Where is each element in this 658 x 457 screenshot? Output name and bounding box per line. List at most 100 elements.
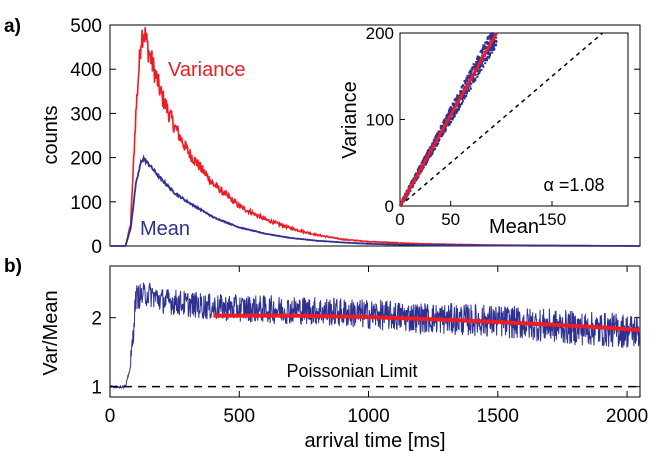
inset-xlabel: Mean (489, 216, 539, 238)
inset-point (457, 107, 460, 110)
inset-point (489, 36, 492, 39)
panel-a-frame (109, 24, 641, 247)
inset-point (421, 167, 424, 170)
inset-point (483, 44, 486, 47)
inset-point (461, 98, 464, 101)
inset-point (489, 33, 492, 36)
inset-point (470, 73, 473, 76)
inset-point (462, 85, 465, 88)
inset-point (465, 80, 468, 83)
inset-point (486, 36, 489, 39)
mean-label: Mean (140, 218, 190, 240)
inset-point (442, 133, 445, 136)
inset-point (458, 103, 461, 106)
inset-point (471, 78, 474, 81)
inset-point (439, 125, 442, 128)
panel-b-xtick-label: 500 (223, 406, 255, 427)
panel-a-ytick-label: 0 (91, 237, 102, 258)
panel-a-ylabel: counts (40, 106, 62, 165)
inset-point (487, 53, 490, 56)
inset-point (488, 51, 491, 54)
inset-point (425, 153, 428, 156)
variance-label: Variance (168, 59, 245, 81)
inset-point (452, 102, 455, 105)
inset-point (420, 161, 423, 164)
panel-a-series (110, 27, 640, 247)
inset-point (478, 71, 481, 74)
inset-point (468, 71, 471, 74)
inset-point (491, 47, 494, 50)
inset-point (485, 59, 488, 62)
inset-point (434, 137, 437, 140)
inset-point (467, 89, 470, 92)
inset-point (431, 142, 434, 145)
inset-point (469, 87, 472, 90)
panel-b-plot: 0 500 1000 1500 2000 1 2 Poissonian Limit Var/… (40, 265, 648, 452)
inset-point (462, 94, 465, 97)
inset-point (438, 130, 441, 133)
inset-point (449, 107, 452, 110)
inset-point (467, 87, 470, 90)
inset-point (464, 82, 467, 85)
inset-point (484, 47, 487, 50)
panel-b-axes: 0 500 1000 1500 2000 1 2 (91, 266, 648, 427)
inset-point (417, 167, 420, 170)
inset-point (478, 67, 481, 70)
inset-point (430, 153, 433, 156)
inset-point (474, 73, 477, 76)
inset-point (461, 100, 464, 103)
inset-point (474, 63, 477, 66)
inset-point (437, 132, 440, 135)
inset-point (454, 111, 457, 114)
inset-point (482, 65, 485, 68)
inset-point (442, 119, 445, 122)
inset-point (484, 62, 487, 65)
inset-point (456, 96, 459, 99)
inset-point (455, 100, 458, 103)
inset-point (486, 37, 489, 40)
inset-point (487, 56, 490, 59)
inset-point (492, 33, 495, 36)
inset-point (481, 50, 484, 53)
inset-point (433, 138, 436, 141)
inset-point (476, 55, 479, 58)
inset-point (489, 38, 492, 41)
panel-a-ytick-label: 500 (70, 16, 102, 37)
inset-point (476, 75, 479, 78)
panel-b-xtick-label: 1000 (347, 406, 389, 427)
inset-point (488, 41, 491, 44)
inset-point (454, 112, 457, 115)
inset-point (495, 43, 498, 46)
inset-point (470, 67, 473, 70)
inset-point (425, 161, 428, 164)
inset-point (460, 103, 463, 106)
inset-point (444, 127, 447, 130)
inset-point (489, 49, 492, 52)
inset-point (451, 118, 454, 121)
inset-point (424, 155, 427, 158)
inset-point (493, 41, 496, 44)
inset-point (418, 165, 421, 168)
inset-point (435, 144, 438, 147)
inset-point (470, 70, 473, 73)
panel-b-label: b) (4, 256, 22, 277)
inset-axes: 0 50 150 0 100 200 (366, 24, 567, 229)
inset-point (470, 82, 473, 85)
inset-point (479, 70, 482, 73)
inset-point (477, 59, 480, 62)
inset-point (492, 45, 495, 48)
inset-point (422, 166, 425, 169)
inset-point (473, 66, 476, 69)
inset-point (444, 120, 447, 123)
inset-point (450, 117, 453, 120)
inset-point (432, 149, 435, 152)
inset-point (452, 111, 455, 114)
inset-point (476, 70, 479, 73)
inset-point (432, 140, 435, 143)
inset-point (472, 79, 475, 82)
panel-a-label: a) (4, 16, 21, 37)
inset-point (448, 122, 451, 125)
inset-point (463, 97, 466, 100)
inset-ylabel: Variance (339, 81, 361, 158)
